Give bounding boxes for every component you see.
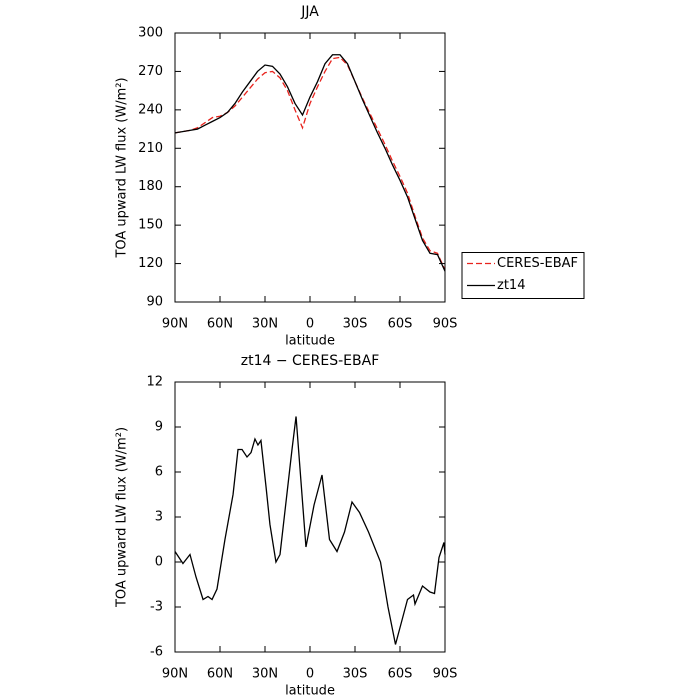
x-tick-label: 60S <box>388 317 413 332</box>
y-tick-label: 300 <box>138 26 163 41</box>
x-tick-label: 30S <box>343 667 368 682</box>
chart-title: JJA <box>300 4 319 20</box>
y-tick-label: 240 <box>138 102 163 117</box>
y-tick-label: 90 <box>146 295 163 310</box>
y-axis-label: TOA upward LW flux (W/m²) <box>115 427 130 608</box>
x-tick-label: 60N <box>207 667 233 682</box>
x-tick-label: 90S <box>433 317 458 332</box>
y-tick-label: 9 <box>155 420 163 435</box>
x-tick-label: 30N <box>252 317 278 332</box>
y-tick-label: 150 <box>138 218 163 233</box>
x-tick-label: 30S <box>343 317 368 332</box>
x-tick-label: 60N <box>207 317 233 332</box>
plot-frame <box>174 381 446 653</box>
y-tick-label: -6 <box>150 645 163 660</box>
legend-label: CERES-EBAF <box>497 256 578 271</box>
data-line <box>174 56 446 271</box>
y-tick-label: 3 <box>155 510 163 525</box>
x-tick-label: 30N <box>252 667 278 682</box>
x-tick-label: 90S <box>433 667 458 682</box>
y-tick-label: 270 <box>138 64 163 79</box>
plot-frame <box>174 32 446 303</box>
chart-title: zt14 − CERES-EBAF <box>241 353 380 369</box>
y-tick-label: 120 <box>138 256 163 271</box>
y-tick-label: 6 <box>155 465 163 480</box>
x-tick-label: 60S <box>388 667 413 682</box>
y-tick-label: 12 <box>146 375 163 390</box>
y-tick-label: -3 <box>150 600 163 615</box>
x-tick-label: 90N <box>162 667 188 682</box>
legend-box <box>461 252 585 299</box>
y-tick-label: 180 <box>138 179 163 194</box>
legend-label: zt14 <box>497 278 525 293</box>
y-axis-label: TOA upward LW flux (W/m²) <box>115 77 130 258</box>
x-tick-label: 90N <box>162 317 188 332</box>
y-tick-label: 210 <box>138 141 163 156</box>
x-axis-label: latitude <box>285 334 335 349</box>
x-tick-label: 0 <box>306 667 314 682</box>
y-tick-label: 0 <box>155 555 163 570</box>
x-tick-label: 0 <box>306 317 314 332</box>
x-axis-label: latitude <box>285 684 335 699</box>
data-line <box>174 416 446 645</box>
data-line <box>174 54 446 272</box>
